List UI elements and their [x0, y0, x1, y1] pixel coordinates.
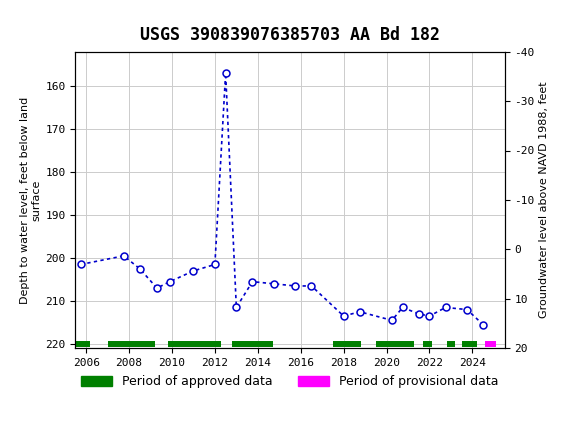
Bar [232, 341, 273, 347]
Bar [108, 341, 155, 347]
Bar [168, 341, 222, 347]
Title: USGS 390839076385703 AA Bd 182: USGS 390839076385703 AA Bd 182 [140, 27, 440, 44]
Bar [423, 341, 432, 347]
Text: ≡USGS: ≡USGS [3, 12, 57, 29]
Bar [376, 341, 415, 347]
Bar [333, 341, 361, 347]
Bar [485, 341, 496, 347]
Y-axis label: Depth to water level, feet below land
surface: Depth to water level, feet below land su… [20, 96, 41, 304]
Bar [75, 341, 90, 347]
Bar [447, 341, 455, 347]
Y-axis label: Groundwater level above NAVD 1988, feet: Groundwater level above NAVD 1988, feet [539, 82, 549, 318]
Legend: Period of approved data, Period of provisional data: Period of approved data, Period of provi… [76, 371, 504, 393]
Bar [462, 341, 477, 347]
